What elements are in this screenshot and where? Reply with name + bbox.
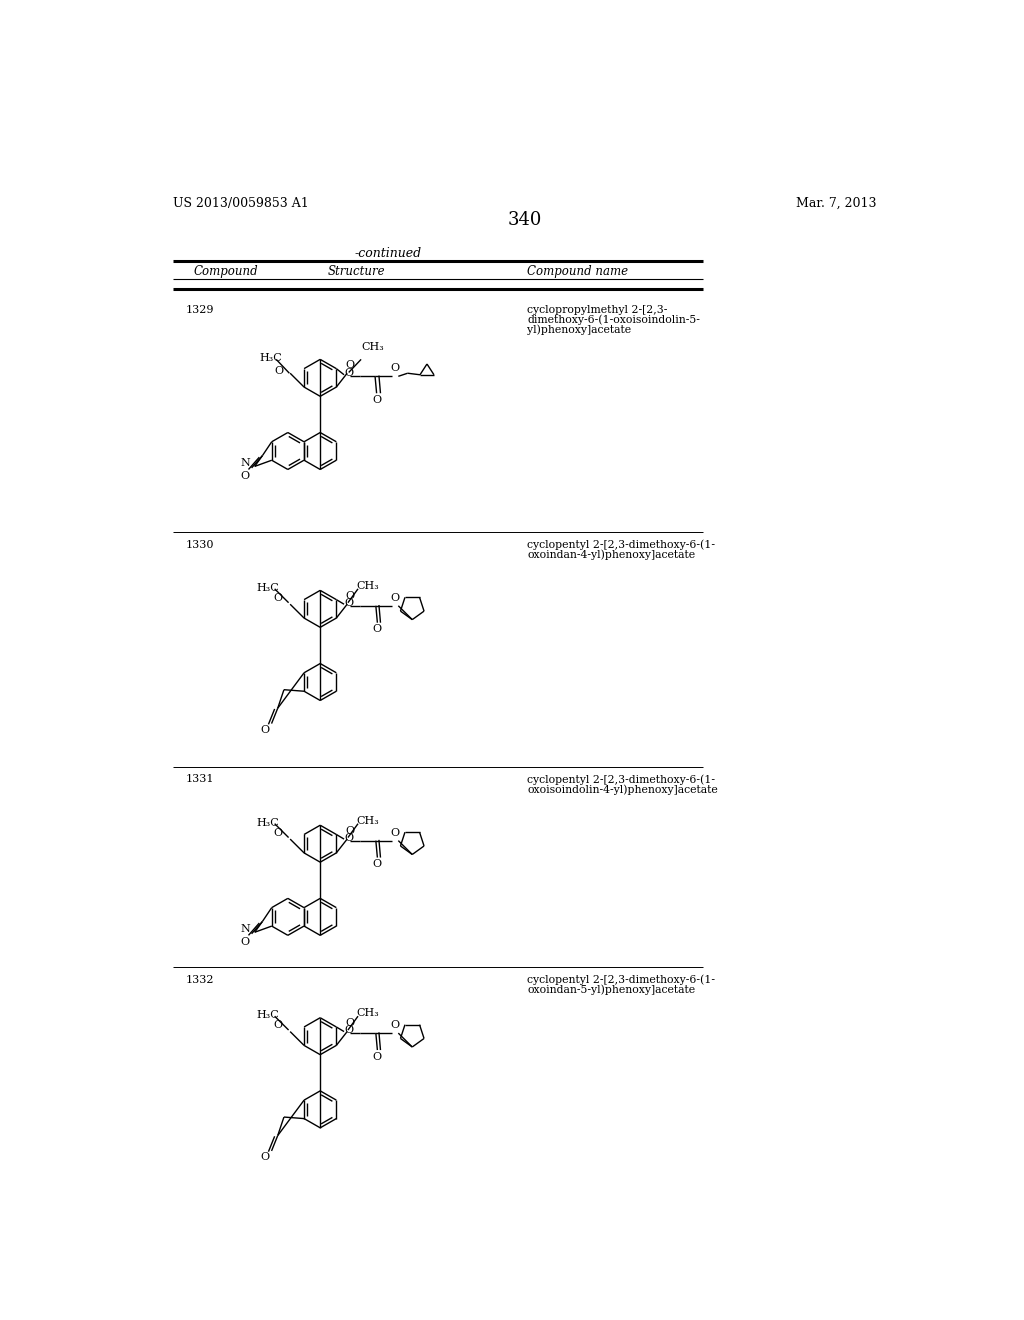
Text: cyclopentyl 2-[2,3-dimethoxy-6-(1-: cyclopentyl 2-[2,3-dimethoxy-6-(1- xyxy=(527,974,715,985)
Text: N: N xyxy=(241,458,250,469)
Text: O: O xyxy=(273,593,283,603)
Text: US 2013/0059853 A1: US 2013/0059853 A1 xyxy=(173,197,308,210)
Text: O: O xyxy=(241,471,250,480)
Text: O: O xyxy=(372,395,381,405)
Text: 1330: 1330 xyxy=(186,540,215,549)
Text: O: O xyxy=(261,725,270,735)
Text: O: O xyxy=(346,360,354,370)
Text: Compound name: Compound name xyxy=(527,265,629,279)
Text: O: O xyxy=(346,591,354,601)
Text: O: O xyxy=(390,363,399,374)
Text: CH₃: CH₃ xyxy=(356,816,379,826)
Text: H₃C: H₃C xyxy=(256,582,279,593)
Text: CH₃: CH₃ xyxy=(356,581,379,591)
Text: O: O xyxy=(344,1026,353,1035)
Text: O: O xyxy=(346,826,354,836)
Text: H₃C: H₃C xyxy=(259,354,282,363)
Text: 1331: 1331 xyxy=(186,775,215,784)
Text: cyclopentyl 2-[2,3-dimethoxy-6-(1-: cyclopentyl 2-[2,3-dimethoxy-6-(1- xyxy=(527,775,715,785)
Text: cyclopropylmethyl 2-[2,3-: cyclopropylmethyl 2-[2,3- xyxy=(527,305,668,314)
Text: -continued: -continued xyxy=(354,247,421,260)
Text: oxoindan-5-yl)phenoxy]acetate: oxoindan-5-yl)phenoxy]acetate xyxy=(527,985,695,995)
Text: N: N xyxy=(241,924,250,935)
Text: Mar. 7, 2013: Mar. 7, 2013 xyxy=(796,197,877,210)
Text: 1329: 1329 xyxy=(186,305,215,314)
Text: O: O xyxy=(261,1152,270,1163)
Text: cyclopentyl 2-[2,3-dimethoxy-6-(1-: cyclopentyl 2-[2,3-dimethoxy-6-(1- xyxy=(527,540,715,550)
Text: Compound: Compound xyxy=(194,265,258,279)
Text: dimethoxy-6-(1-oxoisoindolin-5-: dimethoxy-6-(1-oxoisoindolin-5- xyxy=(527,314,700,325)
Text: O: O xyxy=(390,593,399,603)
Text: O: O xyxy=(241,937,250,946)
Text: CH₃: CH₃ xyxy=(356,1008,379,1019)
Text: O: O xyxy=(273,1020,283,1031)
Text: oxoisoindolin-4-yl)phenoxy]acetate: oxoisoindolin-4-yl)phenoxy]acetate xyxy=(527,784,718,795)
Text: O: O xyxy=(344,833,353,842)
Text: yl)phenoxy]acetate: yl)phenoxy]acetate xyxy=(527,325,631,335)
Text: O: O xyxy=(390,1020,399,1030)
Text: O: O xyxy=(344,598,353,607)
Text: oxoindan-4-yl)phenoxy]acetate: oxoindan-4-yl)phenoxy]acetate xyxy=(527,549,695,560)
Text: H₃C: H₃C xyxy=(256,1010,279,1020)
Text: 1332: 1332 xyxy=(186,974,215,985)
Text: Structure: Structure xyxy=(328,265,385,279)
Text: CH₃: CH₃ xyxy=(361,342,384,351)
Text: 340: 340 xyxy=(508,211,542,228)
Text: H₃C: H₃C xyxy=(256,817,279,828)
Text: O: O xyxy=(344,368,353,379)
Text: O: O xyxy=(372,859,381,869)
Text: O: O xyxy=(390,828,399,837)
Text: O: O xyxy=(372,1052,381,1061)
Text: O: O xyxy=(372,624,381,634)
Text: O: O xyxy=(274,366,284,376)
Text: O: O xyxy=(273,828,283,838)
Text: O: O xyxy=(346,1019,354,1028)
